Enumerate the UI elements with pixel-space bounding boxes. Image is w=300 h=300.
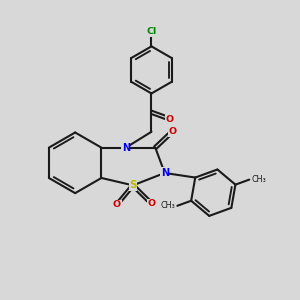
Text: O: O [168, 127, 176, 136]
Text: O: O [166, 115, 174, 124]
Text: CH₃: CH₃ [252, 175, 266, 184]
Text: N: N [122, 142, 130, 153]
Text: O: O [113, 200, 121, 209]
Text: CH₃: CH₃ [160, 201, 175, 210]
Text: Cl: Cl [146, 27, 157, 36]
Text: O: O [147, 199, 155, 208]
Text: S: S [129, 180, 137, 190]
Text: N: N [161, 168, 169, 178]
